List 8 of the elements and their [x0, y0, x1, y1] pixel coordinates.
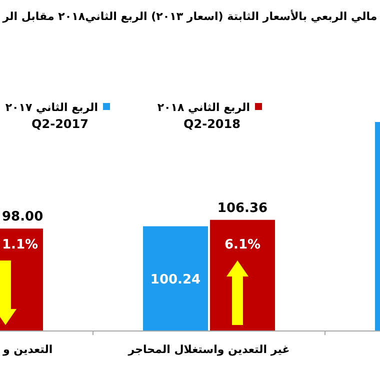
data-label: 98.00 [2, 210, 44, 225]
annotation: 6.1% [224, 237, 261, 252]
x-tick-label: التعدين و [2, 343, 53, 356]
x-tick-label: غير التعدين واستغلال المحاجر [127, 343, 290, 356]
data-label: 106.36 [217, 200, 268, 216]
annotation: 1.1% [2, 237, 38, 252]
chart-title: مالي الربعي بالأسعار الثابتة (اسعار ٢٠١٣) الربع الثاني٢٠١٨ مقابل الر [2, 9, 378, 23]
data-label: 100.24 [150, 272, 201, 288]
